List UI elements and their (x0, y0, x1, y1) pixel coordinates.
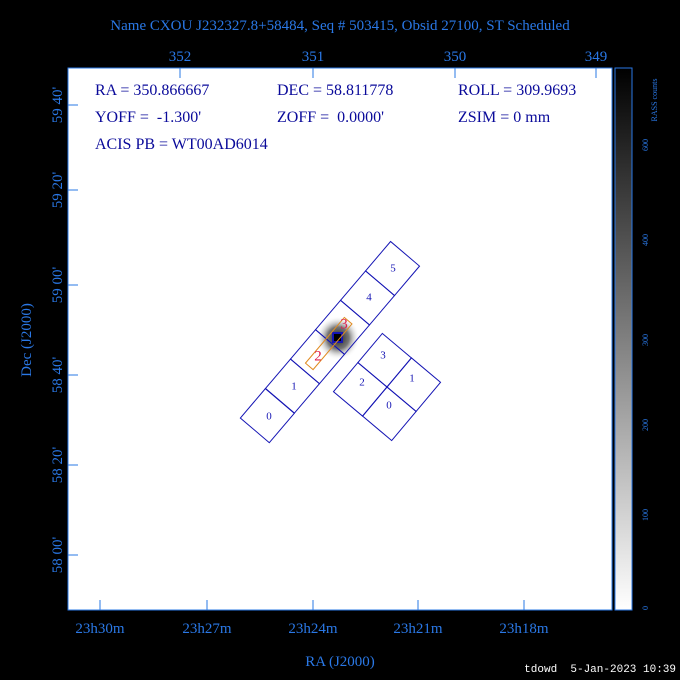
acis-i-array (332, 332, 442, 442)
footer: tdowd 5-Jan-2023 10:39 (524, 664, 676, 676)
chip-label: 4 (366, 292, 372, 304)
colorbar-tick-label: 600 (641, 139, 650, 151)
top-tick-label: 349 (585, 49, 608, 65)
top-tick-label: 351 (302, 49, 325, 65)
info-text: DEC = 58.811778 (277, 82, 393, 99)
info-text: ACIS PB = WT00AD6014 (95, 136, 268, 153)
title: Name CXOU J232327.8+58484, Seq # 503415,… (110, 18, 570, 34)
chip-label: 0 (386, 400, 392, 412)
left-tick-label: 59 20' (50, 171, 66, 208)
left-tick-label: 58 40' (50, 356, 66, 393)
chip-label: 5 (390, 263, 396, 275)
chip-label: 3 (340, 316, 348, 332)
info-text: ZSIM = 0 mm (458, 109, 551, 126)
colorbar (614, 67, 633, 611)
bottom-tick-label: 23h30m (75, 621, 125, 637)
top-tick-label: 350 (444, 49, 467, 65)
chip-label: 1 (291, 381, 297, 393)
bottom-tick-label: 23h27m (182, 621, 232, 637)
chip-label: 0 (266, 411, 272, 423)
colorbar-tick-label: 300 (641, 334, 650, 346)
subarray (304, 316, 353, 371)
left-tick-label: 59 00' (50, 266, 66, 303)
info-text: RA = 350.866667 (95, 82, 209, 99)
chip-label: 2 (359, 377, 365, 389)
bottom-axis-label: RA (J2000) (305, 654, 375, 670)
ticks (68, 68, 597, 610)
target-marker (332, 332, 343, 343)
chip-label: 1 (409, 373, 415, 385)
acis-s-array (239, 240, 421, 444)
colorbar-label: RASS counts (650, 79, 659, 122)
left-axis-label: Dec (J2000) (19, 303, 35, 377)
bottom-tick-label: 23h18m (499, 621, 549, 637)
left-tick-label: 59 40' (50, 86, 66, 123)
bottom-tick-label: 23h21m (393, 621, 443, 637)
chip-label: 2 (314, 348, 322, 364)
info-text: ZOFF = 0.0000' (277, 109, 384, 126)
colorbar-tick-label: 400 (641, 234, 650, 246)
left-tick-label: 58 00' (50, 536, 66, 573)
bottom-tick-label: 23h24m (288, 621, 338, 637)
chip-label: 3 (380, 350, 386, 362)
colorbar-tick-label: 0 (641, 606, 650, 610)
left-tick-label: 58 20' (50, 446, 66, 483)
info-text: YOFF = -1.300' (95, 109, 201, 126)
colorbar-tick-label: 200 (641, 419, 650, 431)
colorbar-tick-label: 100 (641, 509, 650, 521)
info-text: ROLL = 309.9693 (458, 82, 576, 99)
top-tick-label: 352 (169, 49, 192, 65)
